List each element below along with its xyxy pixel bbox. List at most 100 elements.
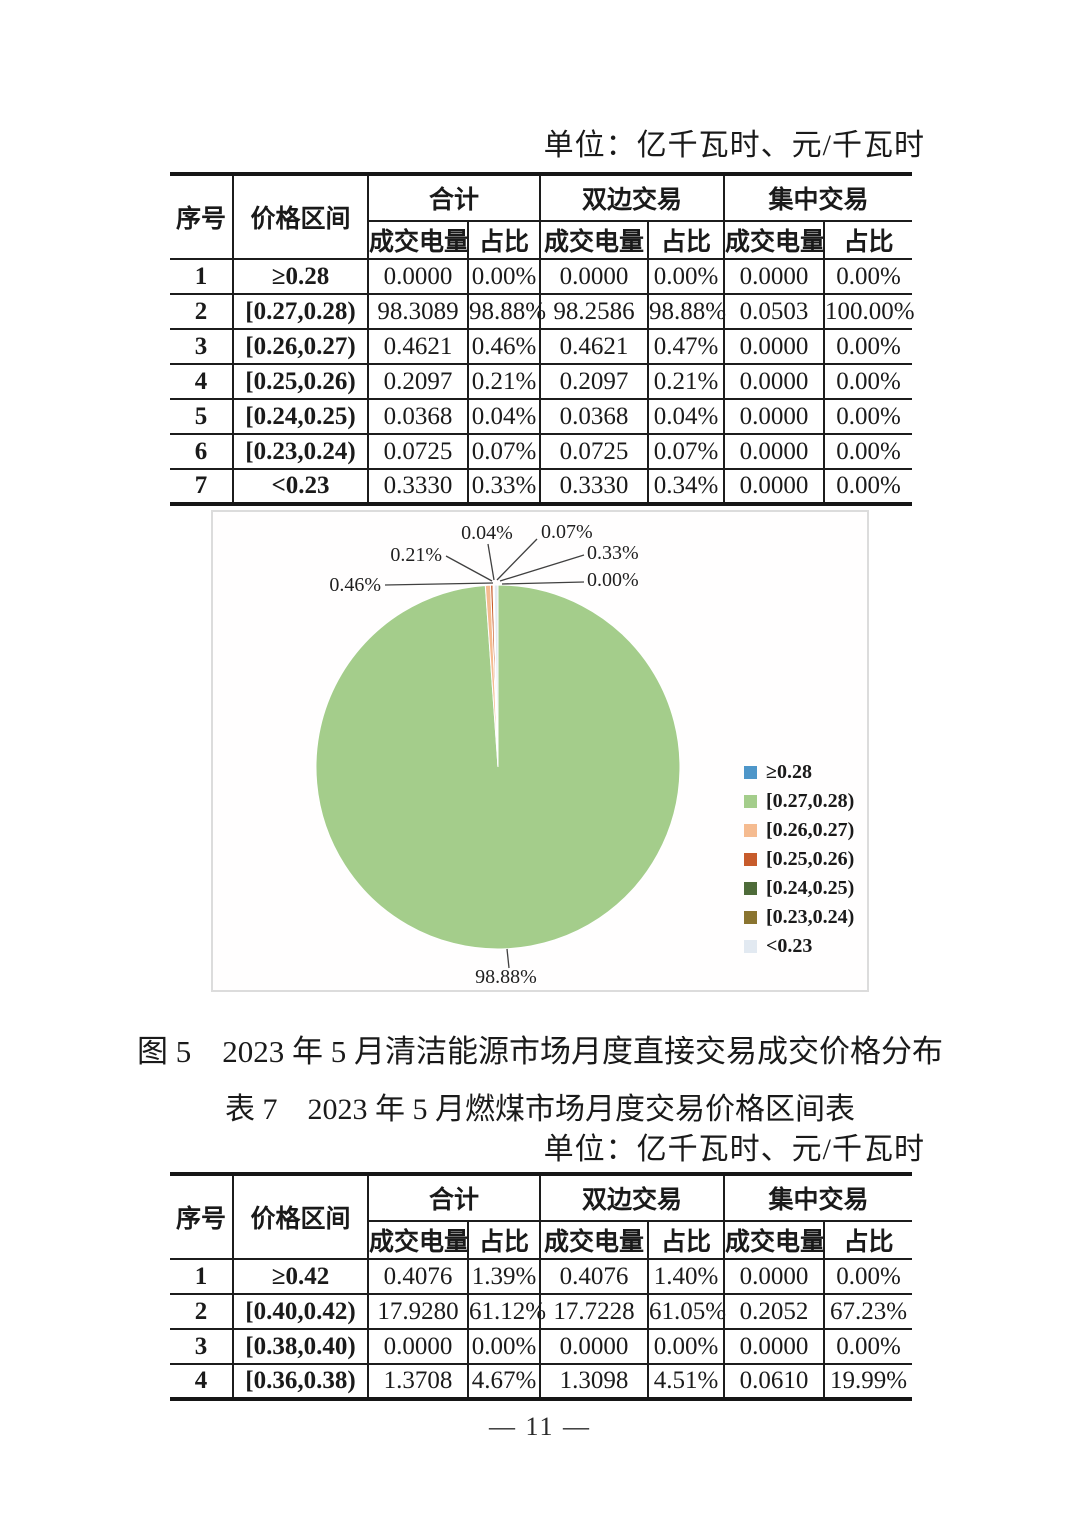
value-cell: 1.3708 [367,1363,469,1400]
coal-market-price-table: 序号 价格区间 合计 双边交易 集中交易 成交电量 占比 成交电量 占比 成交电… [170,1172,913,1401]
value-cell: 0.0000 [539,258,650,295]
value-cell: 0.07% [647,433,726,470]
value-cell: 0.3330 [539,468,650,505]
callout-line-007 [496,538,538,581]
value-cell: 61.12% [466,1293,546,1330]
price-distribution-pie-chart: 0.46% 0.21% 0.04% 0.07% 0.33% 0.00% 98.8… [211,510,869,992]
price-range-cell: [0.26,0.27) [232,328,369,365]
seq-cell: 3 [170,328,234,365]
table-row: 6 [0.23,0.24) 0.0725 0.07% 0.0725 0.07% 0.0000… [170,433,913,470]
price-range-cell: [0.25,0.26) [232,363,369,400]
value-cell: 0.0000 [723,363,826,400]
table-row: 1 ≥0.42 0.4076 1.39% 0.4076 1.40% 0.0000 0.00% [170,1258,913,1295]
legend-item: [0.27,0.28) [744,791,854,811]
value-cell: 0.0000 [367,1328,469,1365]
value-cell: 0.00% [823,398,913,435]
header-total-group: 合计 [366,173,542,222]
value-cell: 0.0000 [723,433,826,470]
header-share: 占比 [647,220,726,260]
value-cell: 0.0368 [367,398,469,435]
value-cell: 0.4621 [367,328,469,365]
header-bilateral-group: 双边交易 [539,173,726,222]
header-share: 占比 [466,1220,542,1260]
price-range-cell: [0.23,0.24) [232,433,369,470]
value-cell: 1.3098 [539,1363,650,1400]
header-total-group: 合计 [366,1173,542,1222]
value-cell: 0.00% [823,363,913,400]
pie-label-lt-023: 0.33% [587,542,639,564]
value-cell: 0.04% [647,398,726,435]
value-cell: 0.21% [466,363,542,400]
header-share: 占比 [823,1220,913,1260]
header-centralized-group: 集中交易 [723,173,913,222]
legend-item: [0.25,0.26) [744,849,854,869]
legend-label: [0.24,0.25) [766,877,855,899]
value-cell: 0.0000 [723,1328,826,1365]
price-range-cell: [0.24,0.25) [232,398,369,435]
value-cell: 0.47% [647,328,726,365]
pie-slice-6 [493,584,499,768]
seq-cell: 2 [170,293,234,330]
value-cell: 1.40% [647,1258,726,1295]
value-cell: 67.23% [823,1293,913,1330]
value-cell: 19.99% [823,1363,913,1400]
value-cell: 17.7228 [539,1293,650,1330]
value-cell: 1.39% [466,1258,542,1295]
price-range-cell: [0.27,0.28) [232,293,369,330]
value-cell: 0.00% [823,468,913,505]
table-7-caption: 表 7 2023 年 5 月燃煤市场月度交易价格区间表 [225,1093,855,1126]
value-cell: 0.0725 [367,433,469,470]
callout-line-021 [445,555,493,582]
value-cell: 0.00% [823,1328,913,1365]
callout-line-033 [499,554,585,582]
value-cell: 0.00% [823,328,913,365]
value-cell: 0.4076 [539,1258,650,1295]
legend-swatch [744,881,757,895]
price-range-cell: <0.23 [232,468,369,505]
price-range-cell: [0.36,0.38) [232,1363,369,1400]
value-cell: 98.88% [647,293,726,330]
figure-5-caption: 图 5 2023 年 5 月清洁能源市场月度直接交易成交价格分布 [137,1034,943,1069]
legend-label: [0.25,0.26) [766,848,855,870]
header-share: 占比 [466,220,542,260]
value-cell: 100.00% [823,293,915,330]
value-cell: 0.00% [823,433,913,470]
seq-cell: 6 [170,433,234,470]
header-volume: 成交电量 [368,220,469,260]
seq-cell: 4 [170,363,234,400]
value-cell: 0.33% [466,468,542,505]
value-cell: 4.51% [647,1363,726,1400]
price-range-cell: [0.38,0.40) [232,1328,369,1365]
legend-label: ≥0.28 [766,761,812,783]
value-cell: 0.00% [466,258,542,295]
callout-line-004 [487,543,495,581]
value-cell: 0.00% [466,1328,542,1365]
legend-label: [0.23,0.24) [766,906,855,928]
table-row: 2 [0.27,0.28) 98.3089 98.88% 98.2586 98.88% 0.… [170,293,915,330]
callout-labels: 0.46% 0.21% 0.04% 0.07% 0.33% 0.00% 98.8… [329,521,638,988]
seq-cell: 7 [170,468,234,505]
clean-energy-price-table: 序号 价格区间 合计 双边交易 集中交易 成交电量 占比 成交电量 占比 成交电… [170,172,915,506]
price-range-cell: ≥0.42 [232,1258,369,1295]
header-price-range: 价格区间 [232,173,369,260]
header-price-range: 价格区间 [232,1173,369,1260]
header-centralized-group: 集中交易 [723,1173,913,1222]
price-range-cell: [0.40,0.42) [232,1293,369,1330]
value-cell: 0.4076 [367,1258,469,1295]
pie-label-ge-028: 0.00% [587,569,639,591]
value-cell: 0.2097 [367,363,469,400]
value-cell: 0.2097 [539,363,650,400]
header-volume: 成交电量 [368,1220,469,1260]
value-cell: 0.0610 [723,1363,826,1400]
seq-cell: 1 [170,258,234,295]
value-cell: 17.9280 [367,1293,469,1330]
value-cell: 0.3330 [367,468,469,505]
value-cell: 98.3089 [367,293,469,330]
table-row: 1 ≥0.28 0.0000 0.00% 0.0000 0.00% 0.0000 0.00% [170,258,913,295]
value-cell: 0.00% [647,1328,726,1365]
value-cell: 0.00% [823,258,913,295]
pie-label-023-024: 0.07% [541,521,593,543]
pie-chart-svg: 0.46% 0.21% 0.04% 0.07% 0.33% 0.00% 98.8… [315,521,681,988]
legend-swatch [744,852,757,866]
table-row: 3 [0.26,0.27) 0.4621 0.46% 0.4621 0.47% 0.0000… [170,328,913,365]
